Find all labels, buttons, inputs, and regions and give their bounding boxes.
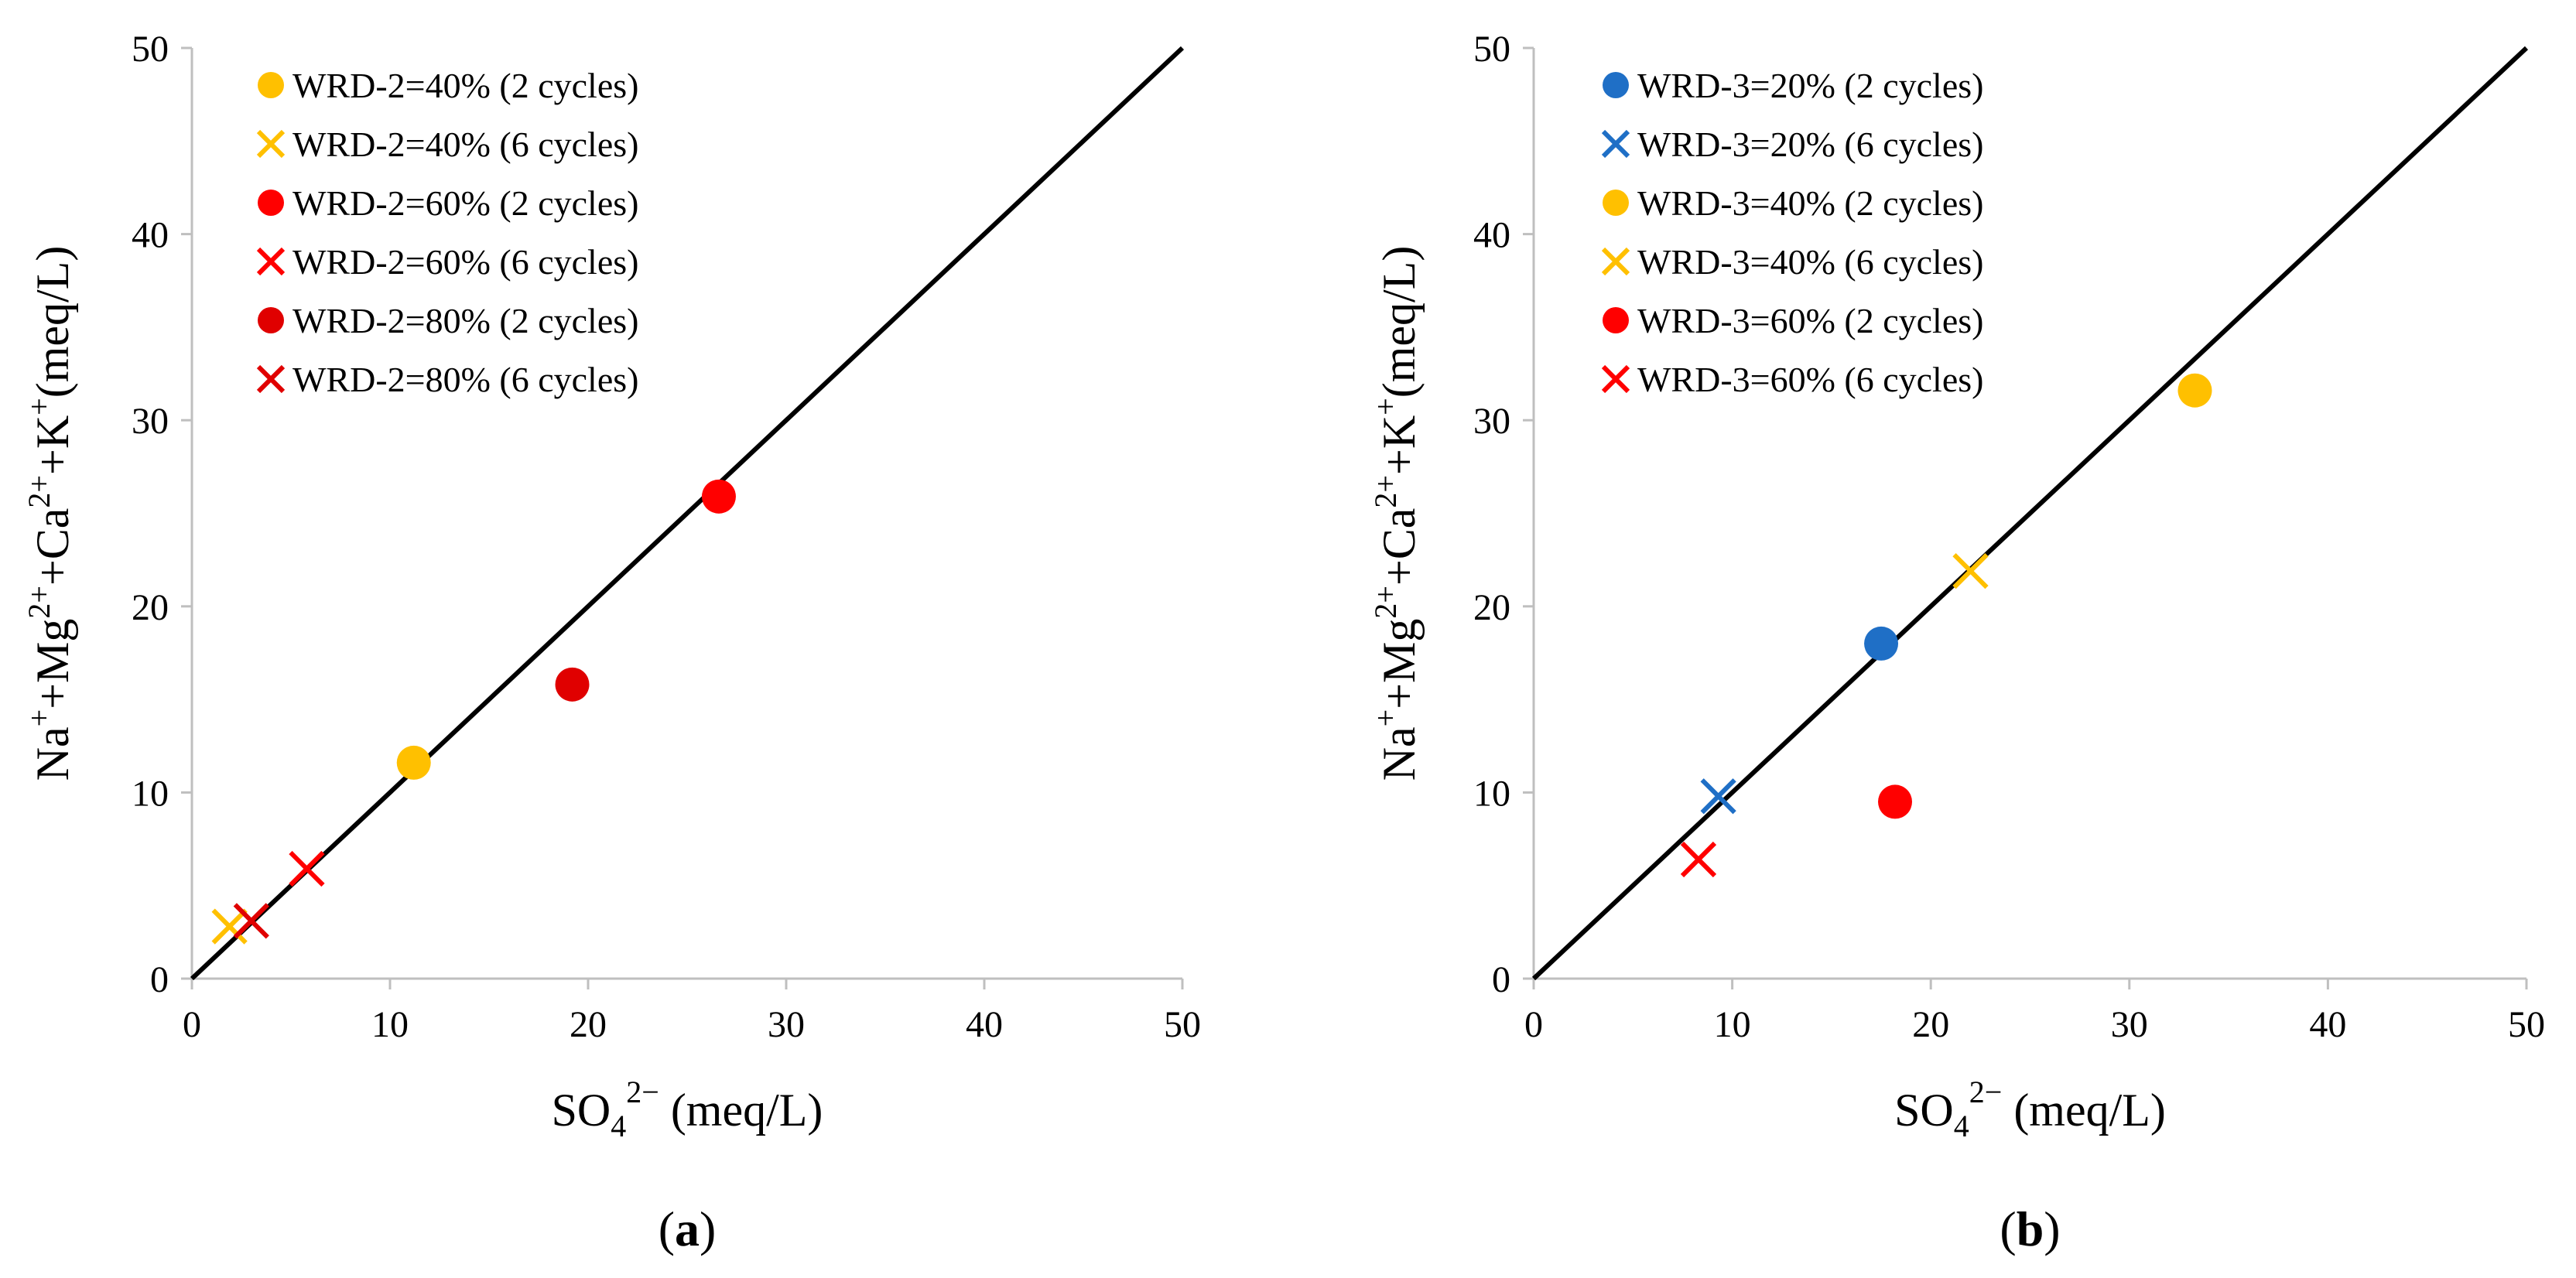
- y-tick-label: 50: [1473, 29, 1510, 70]
- data-point: [1878, 784, 1913, 819]
- x-tick-label: 40: [2309, 1004, 2346, 1045]
- legend: WRD-3=20% (2 cycles) WRD-3=20% (6 cycles)…: [1601, 66, 1983, 399]
- panel-label: (a): [659, 1201, 717, 1256]
- panel-label: (b): [2000, 1201, 2060, 1256]
- x-tick-label: 30: [2111, 1004, 2148, 1045]
- legend-label: WRD-3=40% (2 cycles): [1637, 183, 1983, 223]
- data-point-stroke: [233, 903, 269, 939]
- legend-circle-marker: [1603, 72, 1629, 98]
- legend-item: WRD-2=40% (2 cycles): [258, 66, 638, 105]
- y-tick-label: 50: [132, 29, 169, 70]
- legend-circle-marker: [258, 190, 284, 216]
- legend-label: WRD-2=80% (6 cycles): [292, 360, 638, 399]
- legend-item: WRD-2=80% (2 cycles): [258, 301, 638, 340]
- x-tick-label: 40: [966, 1004, 1003, 1045]
- legend-item: WRD-3=60% (6 cycles): [1601, 360, 1983, 399]
- legend-x-marker: [256, 129, 286, 159]
- data-point-stroke: [1680, 841, 1717, 878]
- legend-label: WRD-3=40% (6 cycles): [1637, 242, 1983, 282]
- legend-item: WRD-3=40% (6 cycles): [1601, 242, 1983, 282]
- data-point: [2177, 373, 2212, 408]
- legend-x-marker: [256, 247, 286, 276]
- x-tick-label: 10: [371, 1004, 409, 1045]
- legend-x-marker: [1601, 129, 1630, 159]
- legend-item: WRD-3=60% (2 cycles): [1603, 301, 1983, 340]
- y-tick-label: 40: [132, 215, 169, 256]
- legend-label: WRD-3=20% (6 cycles): [1637, 125, 1983, 164]
- legend-x-marker-stroke: [1601, 129, 1630, 159]
- x-tick-label: 50: [2508, 1004, 2545, 1045]
- y-axis-title: Na++Mg2++Ca2++K+(meq/L): [22, 246, 78, 781]
- legend-circle-marker: [1603, 190, 1629, 216]
- x-tick-label: 30: [768, 1004, 805, 1045]
- y-tick-label: 20: [1473, 587, 1510, 628]
- legend-x-marker: [256, 364, 286, 394]
- data-point: [289, 850, 325, 887]
- legend-x-marker: [1601, 364, 1630, 394]
- legend-x-marker-stroke: [1601, 247, 1630, 276]
- x-tick-label: 0: [183, 1004, 201, 1045]
- y-tick-label: 30: [1473, 401, 1510, 442]
- reference-line-1to1: [190, 46, 1185, 981]
- legend-item: WRD-3=20% (2 cycles): [1603, 66, 1983, 105]
- legend-label: WRD-3=20% (2 cycles): [1637, 66, 1983, 105]
- legend-label: WRD-3=60% (6 cycles): [1637, 360, 1983, 399]
- y-axis-title: Na++Mg2++Ca2++K+(meq/L): [1368, 246, 1425, 781]
- y-tick-label: 30: [132, 401, 169, 442]
- panel-b-chart: 0 10 20 30 40 50 0 10 20 30 40 50 WRD-3=20% (2 cycle…: [1368, 29, 2545, 1256]
- legend-label: WRD-3=60% (2 cycles): [1637, 301, 1983, 340]
- x-tick-label: 20: [570, 1004, 607, 1045]
- legend-label: WRD-2=60% (2 cycles): [292, 183, 638, 223]
- legend-circle-marker: [258, 307, 284, 333]
- x-tick-label: 0: [1524, 1004, 1543, 1045]
- legend-x-marker-stroke: [256, 364, 286, 394]
- y-tick-label: 0: [150, 959, 169, 1000]
- data-point: [701, 479, 736, 514]
- y-tick-label: 10: [1473, 773, 1510, 814]
- legend-x-marker: [1601, 247, 1630, 276]
- x-axis-title: SO42− (meq/L): [1894, 1075, 2166, 1143]
- reference-line-1to1: [1531, 46, 2529, 981]
- legend-item: WRD-3=40% (2 cycles): [1603, 183, 1983, 223]
- data-point: [1700, 778, 1736, 815]
- x-tick-label: 20: [1912, 1004, 1949, 1045]
- legend-circle-marker: [1603, 307, 1629, 333]
- legend: WRD-2=40% (2 cycles) WRD-2=40% (6 cycles)…: [256, 66, 638, 399]
- data-point: [1864, 626, 1899, 661]
- legend-item: WRD-3=20% (6 cycles): [1601, 125, 1983, 164]
- legend-x-marker-stroke: [256, 247, 286, 276]
- data-point: [233, 903, 269, 939]
- data-point: [1680, 841, 1717, 878]
- legend-label: WRD-2=60% (6 cycles): [292, 242, 638, 282]
- data-point-stroke: [1700, 778, 1736, 815]
- legend-circle-marker: [258, 72, 284, 98]
- legend-label: WRD-2=40% (6 cycles): [292, 125, 638, 164]
- data-point-stroke: [1952, 552, 1989, 589]
- legend-item: WRD-2=60% (6 cycles): [256, 242, 638, 282]
- legend-label: WRD-2=80% (2 cycles): [292, 301, 638, 340]
- panel-a-chart: 0 10 20 30 40 50 0 10 20 30 40 50 WRD-2=40% (2 cycle…: [22, 29, 1201, 1256]
- data-point-stroke: [211, 908, 248, 945]
- legend-label: WRD-2=40% (2 cycles): [292, 66, 638, 105]
- data-point: [1952, 552, 1989, 589]
- legend-x-marker-stroke: [1601, 364, 1630, 394]
- data-point: [396, 745, 431, 780]
- legend-item: WRD-2=80% (6 cycles): [256, 360, 638, 399]
- y-tick-label: 20: [132, 587, 169, 628]
- y-tick-label: 10: [132, 773, 169, 814]
- x-tick-label: 10: [1714, 1004, 1751, 1045]
- data-point: [211, 908, 248, 945]
- legend-item: WRD-2=60% (2 cycles): [258, 183, 638, 223]
- x-tick-label: 50: [1164, 1004, 1201, 1045]
- x-axis-title: SO42− (meq/L): [552, 1075, 823, 1143]
- legend-x-marker-stroke: [256, 129, 286, 159]
- y-tick-label: 0: [1492, 959, 1510, 1000]
- data-point: [555, 667, 590, 702]
- data-point-stroke: [289, 850, 325, 887]
- legend-item: WRD-2=40% (6 cycles): [256, 125, 638, 164]
- y-tick-label: 40: [1473, 215, 1510, 256]
